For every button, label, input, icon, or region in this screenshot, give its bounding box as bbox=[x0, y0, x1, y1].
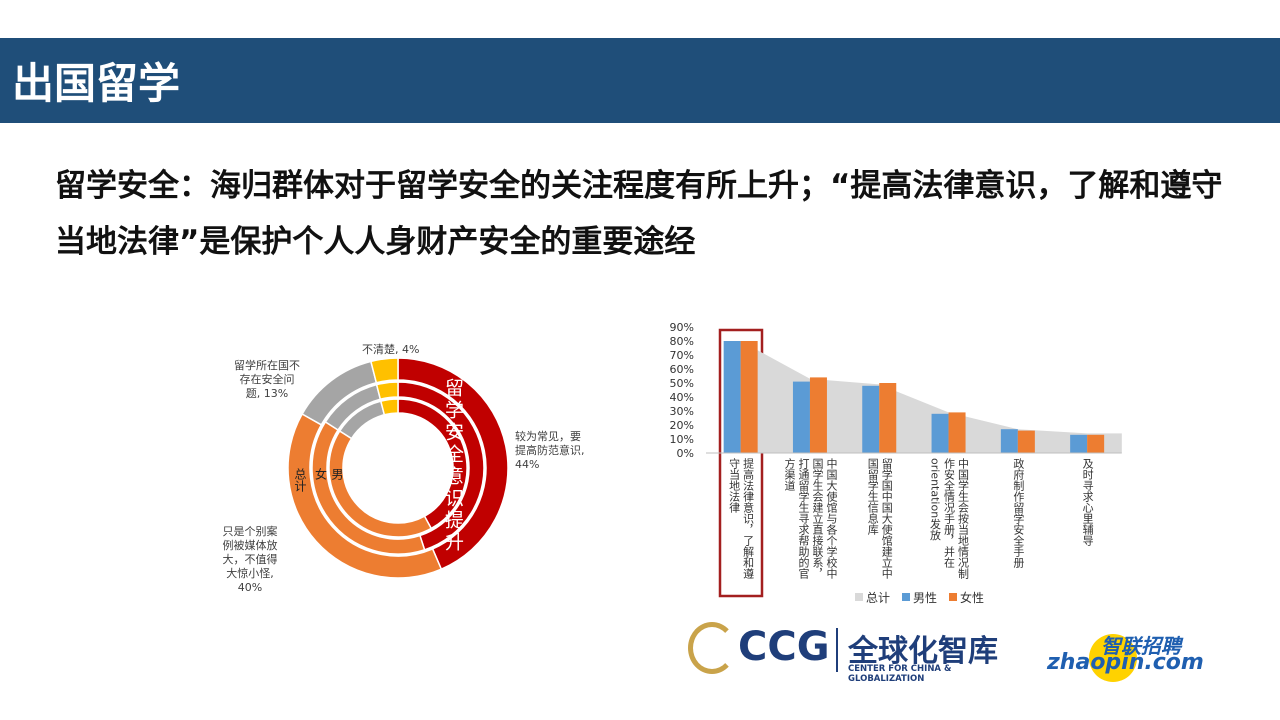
y-tick-label: 20% bbox=[670, 419, 694, 432]
zhaopin-dot bbox=[1089, 634, 1137, 682]
bar bbox=[792, 381, 810, 453]
bar bbox=[948, 412, 966, 453]
x-tick-label: 提高法律意识，了解和遵守当地法律 bbox=[727, 458, 755, 579]
y-tick-label: 80% bbox=[670, 335, 694, 348]
x-tick-label: 中国学生会按当地情况制作安全情况手册，并在orientation发放 bbox=[928, 458, 970, 579]
value-label: 13% bbox=[257, 387, 288, 400]
bar bbox=[862, 385, 880, 453]
ring-label: 男 bbox=[330, 468, 344, 480]
header-bar bbox=[0, 38, 1280, 123]
category-label: 留学所在国不存在安全问题 bbox=[234, 359, 300, 400]
legend-swatch bbox=[949, 593, 957, 601]
category-label: 较为常见，要提高防范意识 bbox=[515, 430, 581, 457]
annotation: 留学安全意识提升 bbox=[442, 378, 464, 554]
subtitle: 留学安全：海归群体对于留学安全的关注程度有所上升；“提高法律意识，了解和遵守当地… bbox=[55, 168, 1223, 260]
ring-label: 总计 bbox=[293, 468, 307, 492]
ccg-emblem bbox=[688, 622, 736, 674]
zhaopin-cn: 智联招聘 bbox=[1101, 634, 1181, 658]
y-tick-label: 90% bbox=[670, 321, 694, 334]
area bbox=[724, 341, 1122, 453]
legend-label: 总计 bbox=[866, 591, 891, 605]
donut-segment bbox=[375, 381, 399, 401]
ccg-en: CENTER FOR CHINA & GLOBALIZATION bbox=[848, 664, 952, 684]
donut-segment bbox=[369, 357, 399, 384]
category-label: 只是个别案例被媒体放大，不值得大惊小怪 bbox=[222, 525, 278, 580]
donut-segment bbox=[287, 412, 443, 579]
value-label: 4% bbox=[395, 343, 419, 356]
bar bbox=[1000, 429, 1018, 453]
highlight-box bbox=[718, 328, 764, 598]
y-tick-label: 30% bbox=[670, 405, 694, 418]
y-tick-label: 50% bbox=[670, 377, 694, 390]
ccg-cn: 全球化智库 bbox=[848, 634, 998, 669]
data-label: 不清楚4% bbox=[362, 343, 442, 357]
y-tick-label: 70% bbox=[670, 349, 694, 362]
x-tick-label: 中国大使馆与各个学校中国学生会建立直接联系，打通留学生寻求帮助的官方渠道 bbox=[782, 458, 838, 579]
ccg-logo: CCG 全球化智库 CENTER FOR CHINA & GLOBALIZATI… bbox=[688, 620, 1018, 684]
bar bbox=[1017, 430, 1035, 453]
bar bbox=[879, 383, 897, 453]
bar bbox=[1070, 434, 1088, 453]
data-label: 只是个别案例被媒体放大，不值得大惊小怪40% bbox=[218, 525, 282, 595]
bar bbox=[809, 377, 827, 453]
y-tick-label: 0% bbox=[677, 447, 694, 460]
bar bbox=[1087, 434, 1105, 453]
x-tick-label: 留学国中国大使馆建立中国留学生信息库 bbox=[866, 458, 894, 579]
ccg-text: CCG bbox=[738, 624, 830, 670]
bar bbox=[740, 341, 758, 453]
header-title: 出国留学 bbox=[12, 59, 181, 108]
bar bbox=[931, 413, 949, 453]
donut-segment bbox=[379, 398, 399, 416]
ring-label: 女 bbox=[313, 468, 328, 480]
ccg-divider bbox=[836, 628, 838, 672]
y-tick-label: 60% bbox=[670, 363, 694, 376]
legend-label: 男性 bbox=[913, 591, 938, 605]
x-tick-label: 政府制作留学安全手册 bbox=[1011, 458, 1025, 568]
data-label: 较为常见，要提高防范意识44% bbox=[515, 430, 585, 472]
legend-label: 女性 bbox=[960, 591, 985, 605]
x-tick-label: 及时寻求心里辅导 bbox=[1081, 458, 1095, 546]
category-label: 不清楚 bbox=[362, 343, 395, 356]
legend-swatch bbox=[902, 593, 910, 601]
y-tick-label: 40% bbox=[670, 391, 694, 404]
y-tick-label: 10% bbox=[670, 433, 694, 446]
legend-swatch bbox=[855, 593, 863, 601]
zhaopin-en: zhaopin.com bbox=[1047, 650, 1204, 675]
data-label: 留学所在国不存在安全问题13% bbox=[234, 359, 300, 401]
zhaopin-logo: 智联招聘 zhaopin.com bbox=[1045, 628, 1204, 688]
bar bbox=[723, 341, 741, 453]
